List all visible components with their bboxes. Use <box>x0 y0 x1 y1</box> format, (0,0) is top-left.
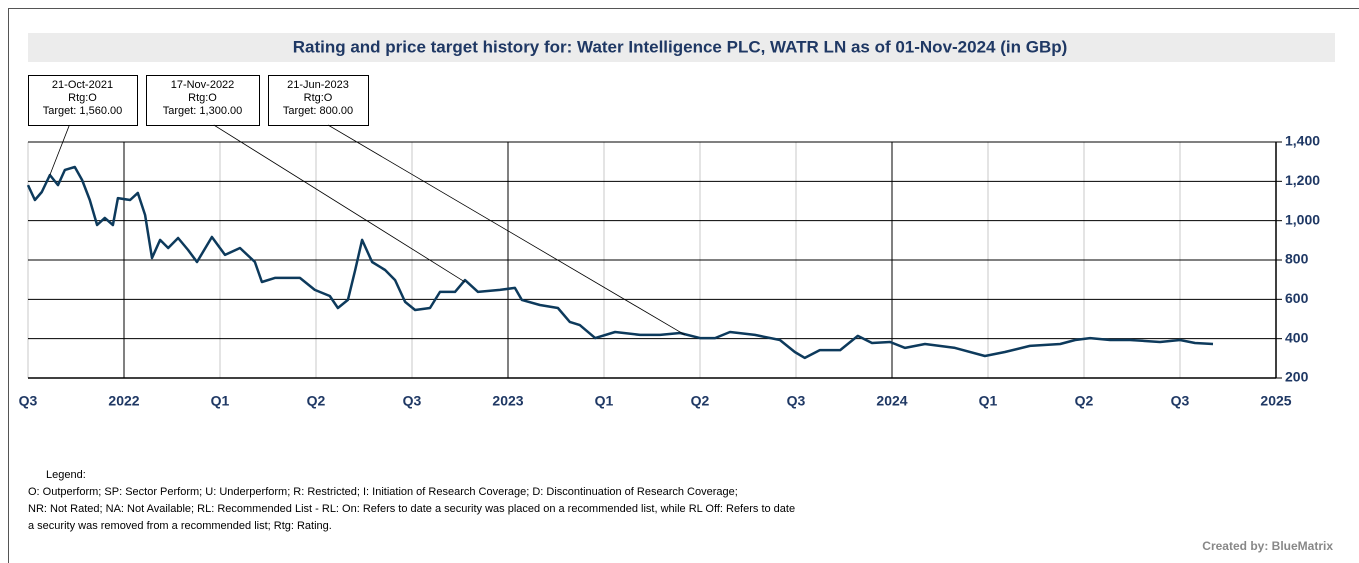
annotation-leader <box>213 124 466 283</box>
price-line <box>26 165 1214 360</box>
annotation-box <box>268 75 369 126</box>
x-tick-label: Q3 <box>787 393 806 409</box>
y-tick-label: 800 <box>1285 251 1309 267</box>
annotation-box <box>28 75 138 126</box>
y-tick-label: 600 <box>1285 290 1309 306</box>
y-tick-label: 200 <box>1285 369 1309 385</box>
y-tick-label: 400 <box>1285 329 1309 345</box>
frame <box>8 8 1359 563</box>
annotation-text: 21-Jun-2023 <box>287 79 349 91</box>
x-tick-label: Q1 <box>595 393 614 409</box>
y-tick-label: 1,000 <box>1285 211 1320 227</box>
annotation-leader <box>327 124 686 336</box>
annotation-text: Target: 800.00 <box>283 105 353 117</box>
legend-text: Legend: <box>46 469 86 481</box>
x-tick-label: Q2 <box>307 393 326 409</box>
x-tick-label: 2023 <box>492 393 523 409</box>
x-tick-label: Q3 <box>403 393 422 409</box>
x-tick-label: Q3 <box>1171 393 1190 409</box>
annotation-text: Rtg:O <box>188 92 217 104</box>
annotation-text: Rtg:O <box>304 92 333 104</box>
title-band <box>28 33 1335 62</box>
x-tick-label: Q2 <box>1075 393 1094 409</box>
y-tick-label: 1,200 <box>1285 172 1320 188</box>
annotation-text: 17-Nov-2022 <box>171 79 235 91</box>
annotation-text: 21-Oct-2021 <box>52 79 113 91</box>
x-tick-label: Q2 <box>691 393 710 409</box>
chart-title: Rating and price target history for: Wat… <box>293 37 1068 56</box>
annotation-box <box>146 75 260 126</box>
x-tick-label: 2024 <box>876 393 907 409</box>
x-tick-label: Q3 <box>19 393 38 409</box>
annotation-leader <box>49 124 70 176</box>
annotation-text: Rtg:O <box>68 92 97 104</box>
annotation-text: Target: 1,560.00 <box>43 105 123 117</box>
legend-text: O: Outperform; SP: Sector Perform; U: Un… <box>28 486 738 498</box>
x-tick-label: Q1 <box>979 393 998 409</box>
annotation-text: Target: 1,300.00 <box>163 105 243 117</box>
x-tick-label: 2022 <box>108 393 139 409</box>
x-tick-label: Q1 <box>211 393 230 409</box>
y-tick-label: 1,400 <box>1285 133 1320 149</box>
legend-text: NR: Not Rated; NA: Not Available; RL: Re… <box>28 503 795 515</box>
credit: Created by: BlueMatrix <box>1202 539 1333 553</box>
x-tick-label: 2025 <box>1260 393 1291 409</box>
legend-text: a security was removed from a recommende… <box>28 520 332 532</box>
